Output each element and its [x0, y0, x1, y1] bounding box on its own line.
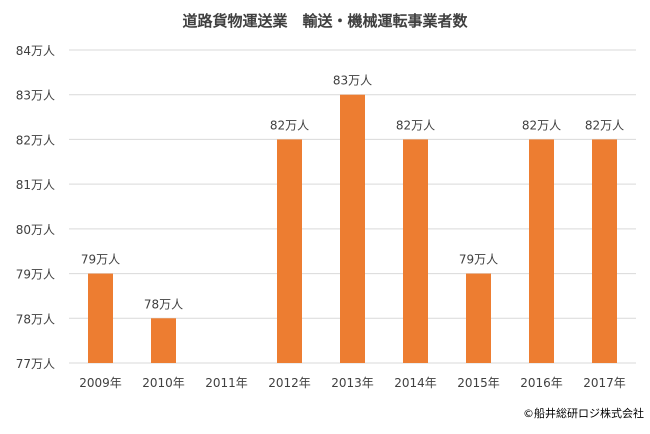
bar — [529, 139, 554, 363]
bar — [592, 139, 617, 363]
data-label: 79万人 — [459, 253, 498, 267]
x-tick-label: 2009年 — [79, 376, 122, 390]
x-tick-label: 2012年 — [268, 376, 311, 390]
y-tick-label: 83万人 — [16, 89, 55, 103]
y-tick-label: 82万人 — [16, 133, 55, 147]
bar — [88, 273, 113, 363]
bar — [403, 139, 428, 363]
bar — [340, 94, 365, 363]
x-tick-label: 2015年 — [457, 376, 500, 390]
data-label: 79万人 — [81, 253, 120, 267]
data-label: 82万人 — [270, 118, 309, 132]
data-label: 83万人 — [333, 74, 372, 88]
x-axis-labels: 2009年 2010年 2011年 2012年 2013年 2014年 2015年 2016年… — [79, 376, 626, 390]
data-label: 82万人 — [396, 118, 435, 132]
y-tick-label: 77万人 — [16, 357, 55, 371]
x-tick-label: 2011年 — [205, 376, 248, 390]
x-tick-label: 2017年 — [583, 376, 626, 390]
y-tick-label: 80万人 — [16, 223, 55, 237]
y-tick-label: 78万人 — [16, 312, 55, 326]
bar — [277, 139, 302, 363]
bars — [88, 94, 617, 363]
x-tick-label: 2014年 — [394, 376, 437, 390]
bar — [151, 318, 176, 363]
data-label: 78万人 — [144, 297, 183, 311]
bar — [466, 273, 491, 363]
data-label: 82万人 — [585, 118, 624, 132]
chart-title: 道路貨物運送業 輸送・機械運転事業者数 — [182, 12, 468, 30]
y-tick-label: 84万人 — [16, 44, 55, 58]
y-tick-label: 81万人 — [16, 178, 55, 192]
data-labels: 79万人 78万人 82万人 83万人 82万人 79万人 82万人 82万人 — [81, 74, 624, 312]
x-tick-label: 2016年 — [520, 376, 563, 390]
data-label: 82万人 — [522, 118, 561, 132]
x-tick-label: 2010年 — [142, 376, 185, 390]
copyright: ©船井総研ロジ株式会社 — [523, 406, 644, 420]
x-tick-label: 2013年 — [331, 376, 374, 390]
y-axis-labels: 77万人 78万人 79万人 80万人 81万人 82万人 83万人 84万人 — [16, 44, 55, 371]
y-tick-label: 79万人 — [16, 268, 55, 282]
